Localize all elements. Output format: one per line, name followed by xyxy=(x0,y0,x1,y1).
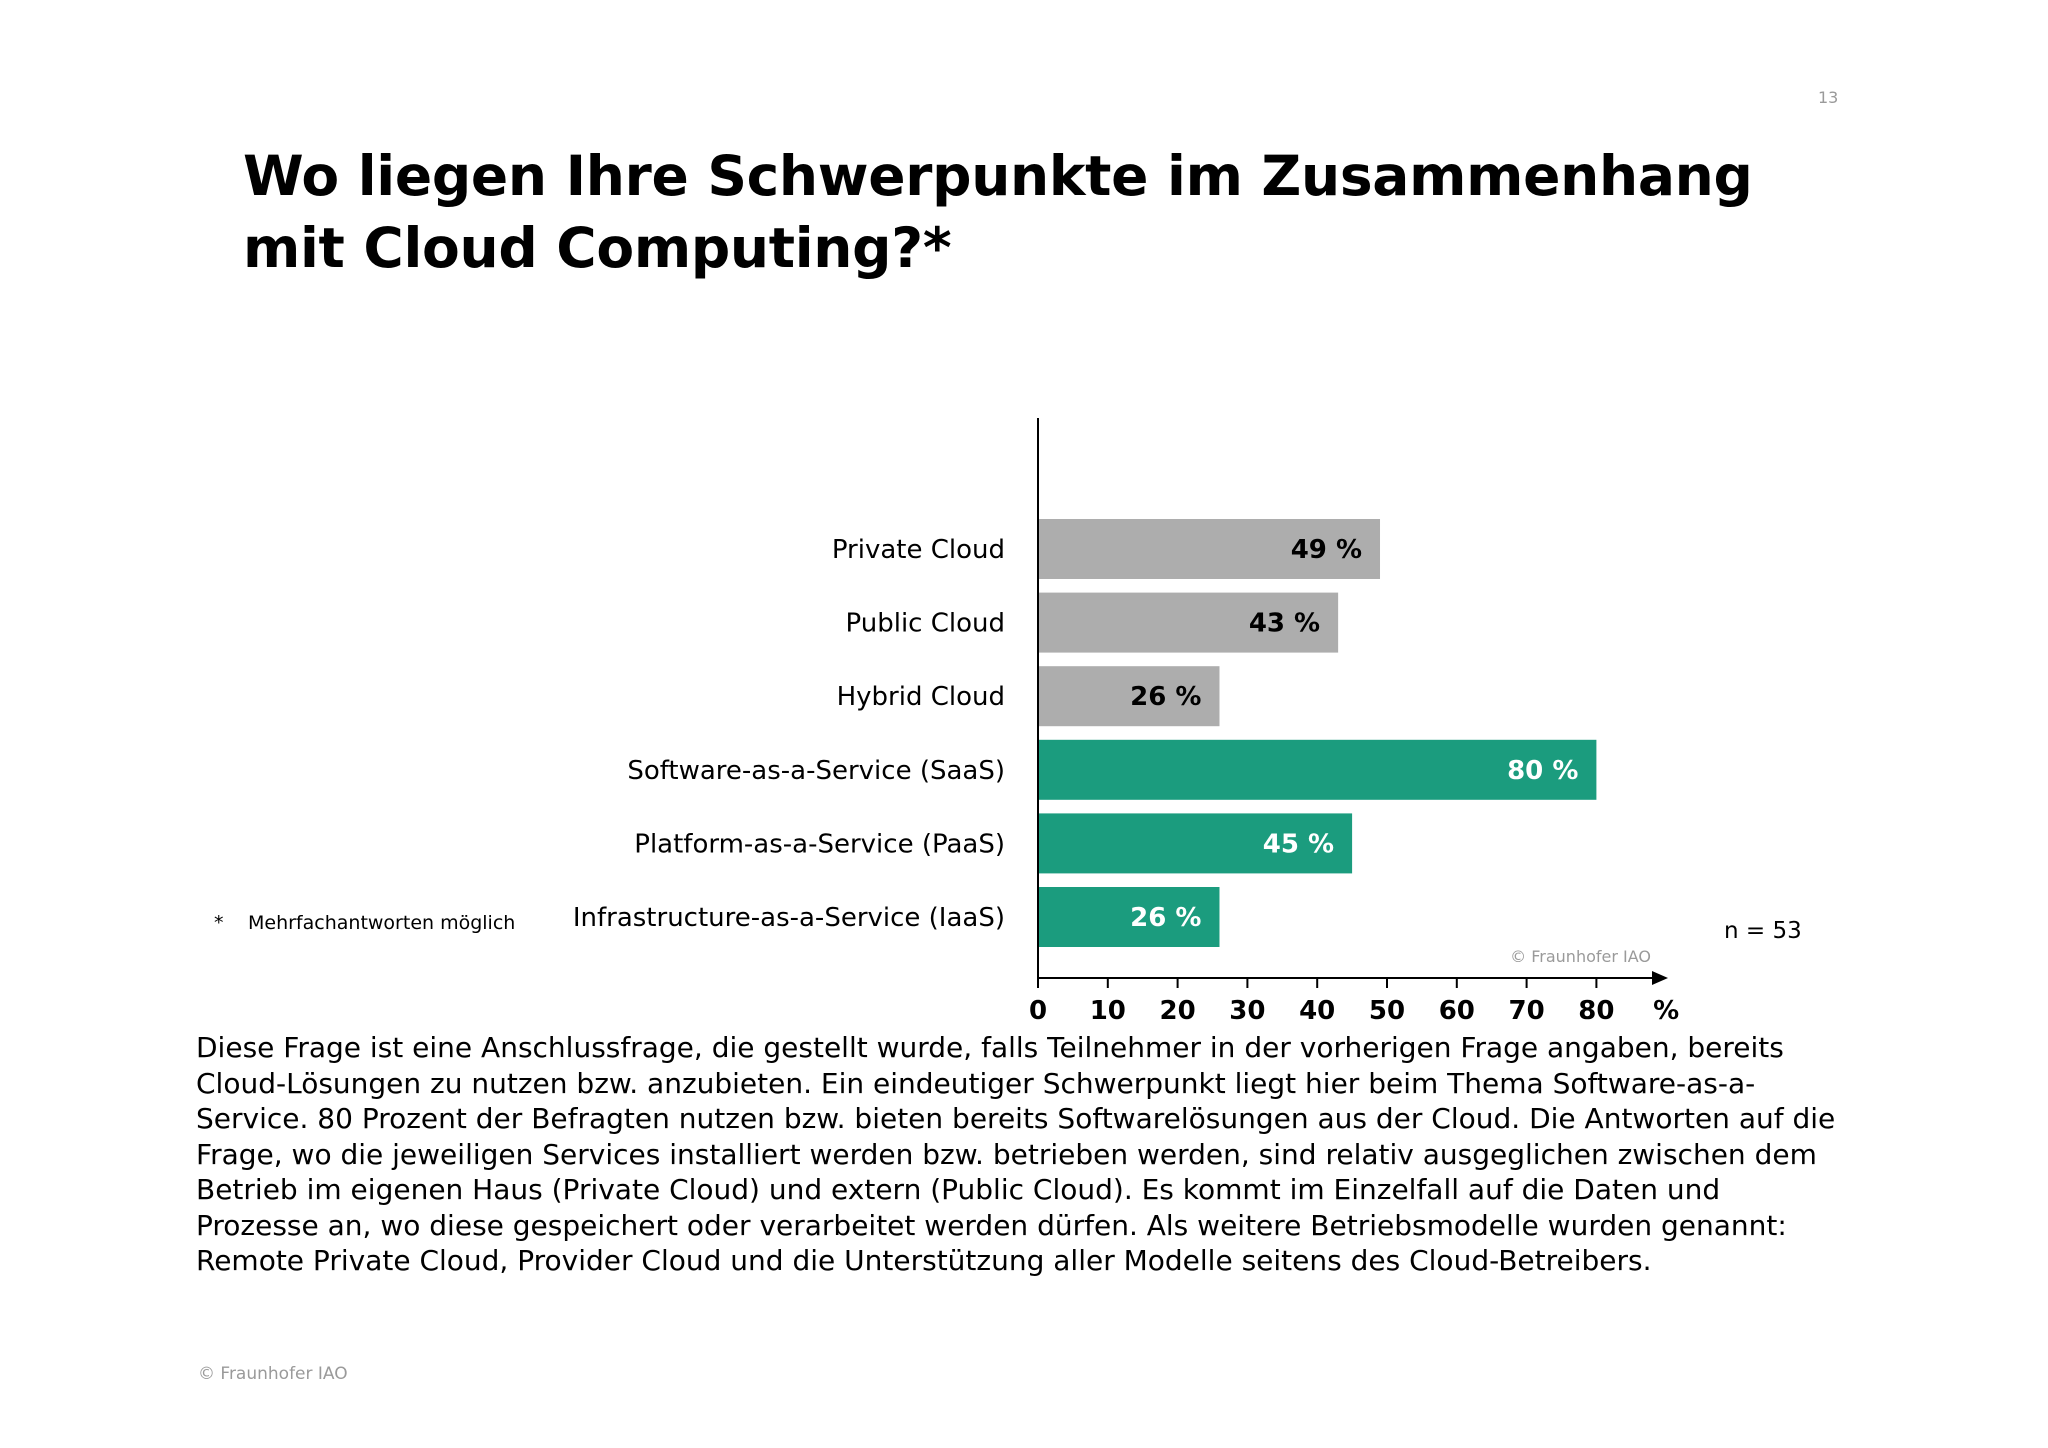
x-tick-label-60: 60 xyxy=(1439,996,1475,1026)
x-axis-arrow xyxy=(1652,971,1668,985)
value-labels: 49 % 43 % 26 % 80 % 45 % 26 % xyxy=(1130,535,1578,933)
category-label-hybrid-cloud: Hybrid Cloud xyxy=(837,682,1005,712)
bar-platform-as-a-service-paas xyxy=(1038,813,1353,874)
chart-copyright: © Fraunhofer IAO xyxy=(1510,947,1651,966)
bar-hybrid-cloud xyxy=(1038,666,1220,727)
chart-axes: 0 10 20 30 40 50 60 70 80% xyxy=(1029,418,1679,1026)
x-tick-label-20: 20 xyxy=(1160,996,1196,1026)
footnote-marker: * xyxy=(214,912,224,934)
value-label-private-cloud: 49 % xyxy=(1291,535,1362,565)
category-label-platform-as-a-service-paas: Platform-as-a-Service (PaaS) xyxy=(634,829,1005,859)
value-label-software-as-a-service-saas: 80 % xyxy=(1507,756,1578,786)
bar-private-cloud xyxy=(1038,519,1381,579)
x-tick-label-10: 10 xyxy=(1090,996,1126,1026)
category-label-infrastructure-as-a-service-iaas: Infrastructure-as-a-Service (IaaS) xyxy=(573,903,1005,933)
footnote: * Mehrfachantworten möglich xyxy=(214,912,515,934)
x-tick-label-0: 0 xyxy=(1029,996,1047,1026)
value-label-infrastructure-as-a-service-iaas: 26 % xyxy=(1130,903,1201,933)
page-number: 13 xyxy=(1818,88,1839,107)
bar-chart: Private Cloud Public Cloud Hybrid Cloud Sof… xyxy=(573,418,1679,1026)
sample-size: n = 53 xyxy=(1724,918,1802,944)
bar-infrastructure-as-a-service-iaas xyxy=(1038,887,1220,947)
value-label-hybrid-cloud: 26 % xyxy=(1130,682,1201,712)
value-label-public-cloud: 43 % xyxy=(1249,609,1320,639)
value-label-platform-as-a-service-paas: 45 % xyxy=(1263,829,1334,859)
category-label-private-cloud: Private Cloud xyxy=(832,535,1005,565)
x-tick-label-80: 80 xyxy=(1578,996,1614,1026)
x-tick-label-70: 70 xyxy=(1509,996,1545,1026)
category-label-public-cloud: Public Cloud xyxy=(846,609,1005,639)
footer-copyright: © Fraunhofer IAO xyxy=(198,1364,348,1384)
x-tick-label-50: 50 xyxy=(1369,996,1405,1026)
x-tick-label-40: 40 xyxy=(1299,996,1335,1026)
slide-title: Wo liegen Ihre Schwerpunkte im Zusammenh… xyxy=(243,144,1753,280)
bars-layer xyxy=(1038,519,1597,947)
footnote-text: Mehrfachantworten möglich xyxy=(248,912,516,934)
body-text: Diese Frage ist eine Anschlussfrage, die… xyxy=(196,1031,1836,1277)
category-label-software-as-a-service-saas: Software-as-a-Service (SaaS) xyxy=(627,756,1005,786)
category-labels: Private Cloud Public Cloud Hybrid Cloud Sof… xyxy=(573,535,1005,933)
bar-software-as-a-service-saas xyxy=(1038,739,1597,800)
x-axis-unit-label: % xyxy=(1653,996,1679,1026)
bar-public-cloud xyxy=(1038,592,1339,653)
x-tick-label-30: 30 xyxy=(1229,996,1265,1026)
